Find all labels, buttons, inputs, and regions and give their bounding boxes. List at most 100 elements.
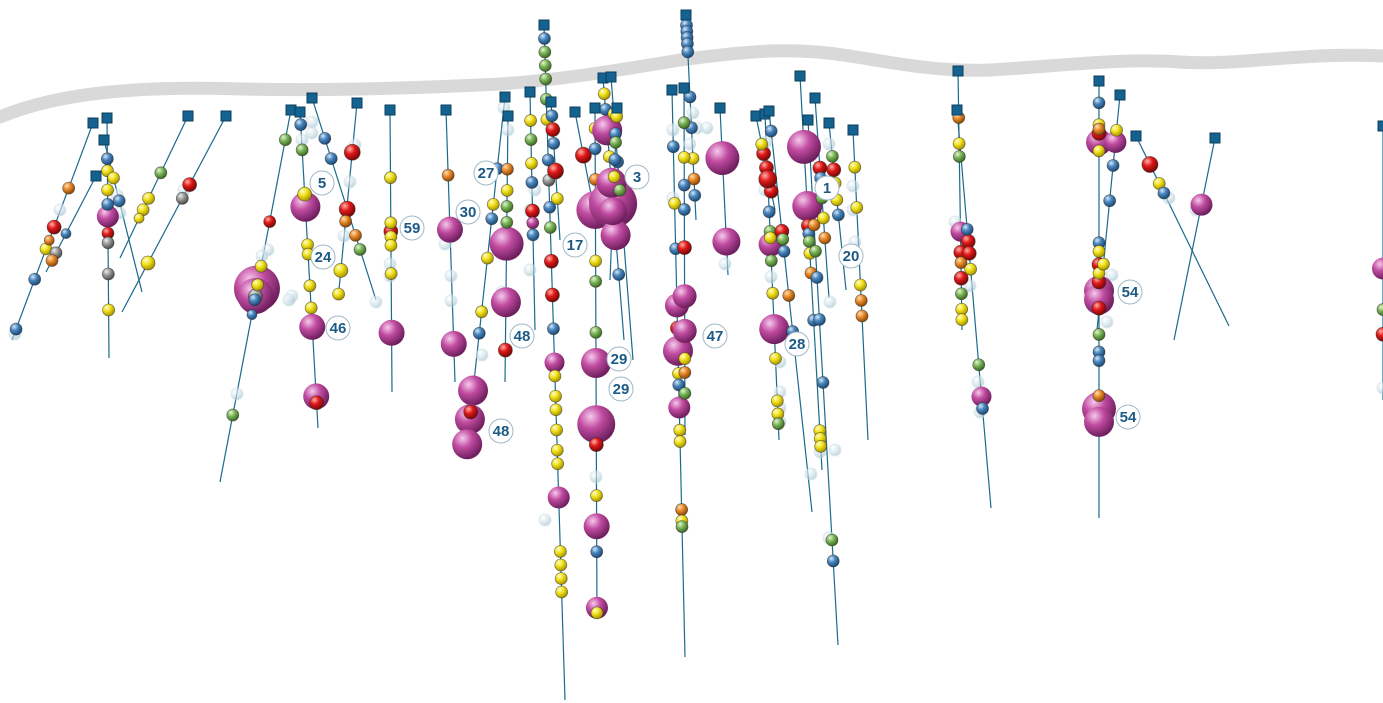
assay-sample-green[interactable] (500, 200, 514, 213)
assay-sample-green[interactable] (613, 183, 627, 197)
drillhole-collar[interactable] (611, 102, 623, 114)
assay-sample-green[interactable] (776, 232, 790, 246)
hole-label[interactable]: 3 (624, 164, 650, 190)
assay-sample-green[interactable] (825, 533, 839, 547)
assay-sample-red[interactable] (525, 203, 540, 219)
assay-sample-yellow[interactable] (251, 278, 265, 292)
assay-sample-magenta[interactable] (1084, 284, 1114, 315)
assay-sample-yellow[interactable] (1092, 245, 1106, 258)
assay-sample-blue[interactable] (324, 152, 338, 166)
assay-sample-yellow[interactable] (550, 192, 564, 206)
assay-sample-magenta[interactable] (299, 313, 326, 340)
assay-sample-yellow[interactable] (554, 558, 568, 572)
assay-sample-blue[interactable] (777, 244, 791, 258)
drillhole-collar[interactable] (502, 110, 514, 122)
assay-sample-orange[interactable] (43, 234, 55, 246)
assay-sample-blue[interactable] (100, 152, 114, 166)
assay-sample-green[interactable] (524, 133, 538, 147)
drillhole-collar[interactable] (1093, 75, 1105, 87)
assay-sample-red[interactable] (547, 162, 564, 180)
assay-sample-yellow[interactable] (1092, 144, 1106, 158)
assay-sample-yellow[interactable] (673, 423, 687, 437)
hole-label[interactable]: 47 (702, 323, 728, 349)
assay-sample-grey[interactable] (175, 191, 189, 205)
assay-sample-green[interactable] (538, 45, 552, 59)
assay-sample-yellow[interactable] (524, 114, 537, 127)
assay-sample-orange[interactable] (441, 168, 455, 182)
assay-sample-blue[interactable] (683, 90, 697, 104)
assay-sample-blue[interactable] (677, 178, 691, 192)
assay-sample-yellow[interactable] (952, 137, 966, 150)
assay-sample-green[interactable] (764, 254, 778, 268)
hole-label[interactable]: 27 (473, 160, 499, 186)
assay-sample-yellow[interactable] (384, 238, 398, 252)
assay-sample-yellow[interactable] (854, 278, 867, 292)
assay-sample-yellow[interactable] (554, 572, 568, 585)
assay-sample-red[interactable] (338, 200, 356, 218)
assay-sample-grey[interactable] (101, 267, 115, 281)
assay-sample-green[interactable] (955, 287, 968, 301)
hole-label[interactable]: 54 (1117, 279, 1143, 305)
hole-label[interactable]: 5 (309, 170, 335, 196)
assay-sample-yellow[interactable] (254, 259, 268, 273)
assay-sample-red[interactable] (497, 342, 513, 358)
assay-sample-magenta[interactable] (378, 319, 405, 346)
assay-sample-magenta[interactable] (672, 318, 697, 343)
assay-sample-yellow[interactable] (333, 263, 349, 278)
assay-sample-magenta[interactable] (600, 220, 631, 251)
assay-sample-magenta[interactable] (712, 227, 741, 256)
assay-sample-magenta[interactable] (786, 129, 821, 164)
assay-sample-green[interactable] (952, 150, 966, 163)
assay-sample-blue[interactable] (681, 45, 695, 59)
assay-sample-yellow[interactable] (590, 489, 603, 503)
assay-sample-yellow[interactable] (384, 171, 397, 185)
assay-sample-yellow[interactable] (553, 545, 567, 558)
assay-sample-green[interactable] (972, 358, 986, 372)
assay-sample-green[interactable] (278, 133, 292, 147)
assay-sample-orange[interactable] (1092, 389, 1106, 403)
assay-sample-yellow[interactable] (549, 389, 562, 403)
assay-sample-magenta[interactable] (290, 191, 321, 222)
assay-sample-red[interactable] (953, 270, 969, 286)
assay-sample-green[interactable] (677, 116, 691, 130)
assay-sample-grey[interactable] (101, 236, 115, 250)
assay-sample-yellow[interactable] (550, 443, 564, 457)
assay-sample-blue[interactable] (1106, 159, 1120, 172)
drillhole-collar[interactable] (589, 102, 601, 114)
assay-sample-magenta[interactable] (490, 287, 521, 318)
assay-sample-red[interactable] (1375, 326, 1383, 342)
drillhole-collar[interactable] (306, 92, 318, 104)
drillhole-collar[interactable] (809, 92, 821, 104)
assay-sample-yellow[interactable] (297, 186, 313, 202)
assay-sample-blue[interactable] (608, 153, 622, 167)
assay-sample-blue[interactable] (826, 554, 840, 568)
assay-sample-red[interactable] (677, 240, 692, 256)
assay-sample-blue[interactable] (677, 203, 691, 216)
assay-sample-green[interactable] (1376, 303, 1383, 316)
assay-sample-blue[interactable] (831, 208, 845, 222)
assay-sample-blue[interactable] (810, 271, 824, 284)
assay-sample-blue[interactable] (543, 200, 557, 214)
assay-sample-yellow[interactable] (304, 301, 318, 315)
assay-sample-orange[interactable] (62, 181, 76, 195)
assay-sample-blue[interactable] (1092, 354, 1106, 368)
assay-sample-green[interactable] (771, 417, 785, 431)
assay-sample-blue[interactable] (9, 322, 23, 336)
assay-sample-yellow[interactable] (101, 183, 114, 197)
assay-sample-yellow[interactable] (555, 585, 569, 599)
assay-sample-blue[interactable] (525, 176, 539, 189)
assay-sample-red[interactable] (263, 215, 277, 229)
drillhole-collar[interactable] (823, 117, 835, 129)
assay-sample-orange[interactable] (1092, 122, 1106, 136)
drillhole-collar[interactable] (538, 19, 550, 31)
assay-sample-magenta[interactable] (458, 375, 489, 406)
hole-label[interactable]: 59 (399, 215, 425, 241)
assay-sample-green[interactable] (226, 408, 240, 422)
assay-sample-blue[interactable] (28, 272, 42, 286)
assay-sample-blue[interactable] (246, 309, 258, 321)
drillhole-collar[interactable] (87, 117, 99, 129)
assay-sample-yellow[interactable] (133, 212, 145, 224)
assay-sample-yellow[interactable] (481, 251, 494, 265)
assay-sample-blue[interactable] (1157, 186, 1171, 200)
assay-sample-magenta[interactable] (583, 513, 610, 540)
